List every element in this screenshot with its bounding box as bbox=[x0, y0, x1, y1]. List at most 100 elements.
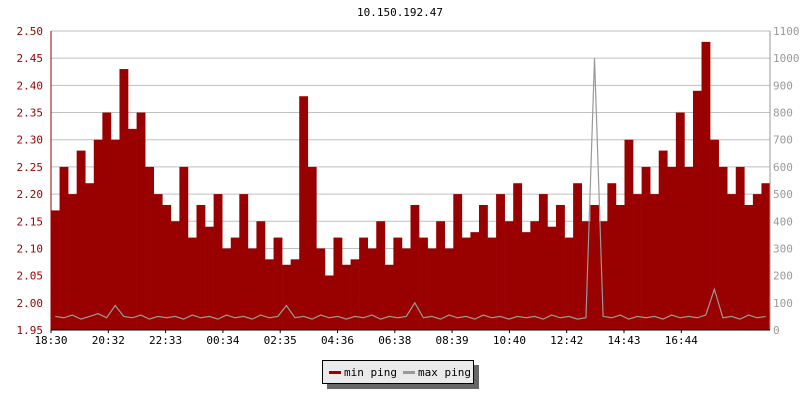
right-tick-label: 300 bbox=[773, 242, 793, 255]
right-tick-label: 900 bbox=[773, 79, 793, 92]
min-ping-bar bbox=[401, 248, 411, 330]
min-ping-bar bbox=[444, 248, 454, 330]
right-tick-label: 1000 bbox=[773, 52, 800, 65]
left-tick-label: 2.40 bbox=[17, 79, 44, 92]
min-ping-bar bbox=[273, 237, 283, 330]
min-ping-bar bbox=[384, 264, 394, 330]
max-ping-line bbox=[55, 58, 766, 320]
min-ping-bar bbox=[487, 237, 497, 330]
min-ping-bar bbox=[752, 194, 762, 330]
min-ping-bar bbox=[213, 194, 223, 330]
min-ping-bar bbox=[247, 248, 257, 330]
min-ping-bar bbox=[85, 183, 95, 330]
right-tick-label: 1100 bbox=[773, 25, 800, 38]
left-tick-label: 2.00 bbox=[17, 297, 44, 310]
legend-swatch-min-ping bbox=[329, 370, 341, 374]
min-ping-bar bbox=[633, 194, 642, 330]
min-ping-bar bbox=[419, 237, 428, 330]
min-ping-bar bbox=[547, 226, 557, 330]
right-tick-label: 400 bbox=[773, 215, 793, 228]
right-tick-label: 600 bbox=[773, 161, 793, 174]
min-ping-bar bbox=[513, 183, 523, 330]
min-ping-bar bbox=[478, 204, 488, 330]
min-ping-bar bbox=[187, 237, 197, 330]
min-ping-bar bbox=[128, 128, 137, 330]
right-tick-label: 100 bbox=[773, 297, 793, 310]
min-ping-bar bbox=[393, 237, 403, 330]
min-ping-bar bbox=[675, 112, 685, 330]
min-ping-bar bbox=[256, 221, 266, 330]
min-ping-bar bbox=[461, 237, 471, 330]
min-ping-bar bbox=[93, 139, 103, 330]
min-ping-bar bbox=[333, 237, 343, 330]
x-tick-label: 04:36 bbox=[321, 334, 354, 347]
right-tick-label: 0 bbox=[773, 324, 780, 337]
x-tick-label: 10:40 bbox=[493, 334, 526, 347]
min-ping-bar bbox=[170, 221, 180, 330]
legend-swatch-max-ping bbox=[402, 370, 415, 374]
x-tick-label: 20:32 bbox=[92, 334, 125, 347]
min-ping-bar bbox=[222, 248, 232, 330]
min-ping-bar bbox=[51, 210, 60, 330]
min-ping-bar bbox=[376, 221, 386, 330]
min-ping-bar bbox=[367, 248, 377, 330]
left-tick-label: 2.35 bbox=[17, 107, 44, 120]
min-ping-bar bbox=[350, 259, 360, 330]
min-ping-bar bbox=[735, 166, 745, 330]
min-ping-bar bbox=[68, 194, 77, 330]
min-ping-bar bbox=[573, 183, 582, 330]
x-tick-label: 08:39 bbox=[436, 334, 469, 347]
legend: min ping max ping bbox=[322, 360, 474, 384]
min-ping-bar bbox=[564, 237, 574, 330]
min-ping-bar bbox=[581, 221, 591, 330]
min-ping-bar bbox=[307, 166, 317, 330]
left-tick-label: 2.45 bbox=[17, 52, 44, 65]
min-ping-bar bbox=[650, 194, 660, 330]
left-tick-label: 2.30 bbox=[17, 134, 44, 147]
min-ping-bar bbox=[667, 166, 677, 330]
min-ping-bar bbox=[744, 204, 754, 330]
min-ping-bar bbox=[590, 204, 600, 330]
min-ping-bar bbox=[496, 194, 505, 330]
min-ping-bar bbox=[342, 264, 351, 330]
min-ping-bar bbox=[718, 166, 728, 330]
min-ping-bar bbox=[727, 194, 737, 330]
min-ping-bar bbox=[684, 166, 694, 330]
left-tick-label: 2.10 bbox=[17, 242, 44, 255]
legend-label-max-ping: max ping bbox=[417, 365, 471, 379]
min-ping-bar bbox=[504, 221, 514, 330]
min-ping-bar bbox=[607, 183, 617, 330]
min-ping-bar bbox=[205, 226, 214, 330]
legend-label-min-ping: min ping bbox=[344, 365, 397, 379]
left-tick-label: 2.50 bbox=[17, 25, 44, 38]
min-ping-bar bbox=[282, 264, 291, 330]
chart-title: 10.150.192.47 bbox=[357, 6, 443, 19]
min-ping-bar bbox=[59, 166, 69, 330]
min-ping-bar bbox=[615, 204, 625, 330]
min-ping-bar bbox=[470, 232, 480, 330]
min-ping-bar bbox=[136, 112, 146, 330]
min-ping-bar bbox=[359, 237, 369, 330]
right-tick-label: 700 bbox=[773, 134, 793, 147]
min-ping-bar bbox=[530, 221, 540, 330]
min-ping-bar bbox=[598, 221, 608, 330]
x-tick-label: 14:43 bbox=[607, 334, 640, 347]
right-tick-label: 500 bbox=[773, 188, 793, 201]
min-ping-bar bbox=[521, 232, 531, 330]
x-tick-label: 12:42 bbox=[550, 334, 583, 347]
x-tick-label: 22:33 bbox=[149, 334, 182, 347]
min-ping-bar bbox=[538, 194, 548, 330]
min-ping-bar bbox=[179, 166, 189, 330]
min-ping-bar bbox=[710, 139, 719, 330]
left-tick-label: 2.05 bbox=[17, 270, 44, 283]
min-ping-bar bbox=[196, 204, 206, 330]
min-ping-bar bbox=[153, 194, 163, 330]
min-ping-bar bbox=[641, 166, 651, 330]
min-ping-bar bbox=[324, 275, 334, 330]
min-ping-bar bbox=[239, 194, 249, 330]
left-tick-label: 2.20 bbox=[17, 188, 44, 201]
x-tick-label: 06:38 bbox=[378, 334, 411, 347]
min-ping-bar bbox=[316, 248, 326, 330]
x-tick-label: 02:35 bbox=[264, 334, 297, 347]
